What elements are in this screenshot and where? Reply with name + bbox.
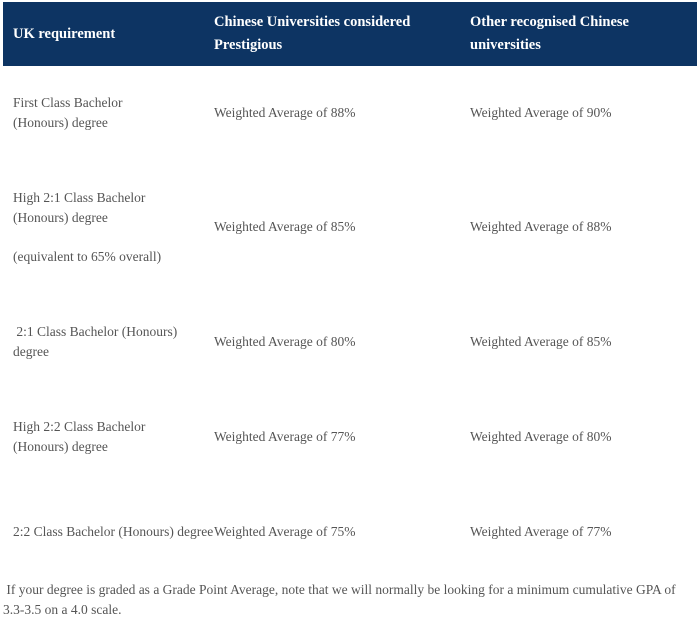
uk-cell: First Class Bachelor (Honours) degree — [3, 93, 214, 133]
table-row: High 2:1 Class Bachelor (Honours) degree… — [3, 160, 697, 294]
prestigious-cell: Weighted Average of 77% — [214, 429, 356, 444]
prestigious-cell: Weighted Average of 85% — [214, 219, 356, 234]
header-uk-requirement: UK requirement — [13, 25, 116, 42]
header-prestigious: Chinese Universities considered Prestigi… — [214, 14, 411, 53]
table-row: 2:2 Class Bachelor (Honours) degree Weig… — [3, 484, 697, 580]
table-row: First Class Bachelor (Honours) degree We… — [3, 66, 697, 160]
table-header: UK requirement Chinese Universities cons… — [3, 2, 697, 66]
uk-cell: 2:1 Class Bachelor (Honours) degree — [3, 322, 214, 362]
other-cell: Weighted Average of 90% — [470, 105, 612, 120]
other-cell: Weighted Average of 77% — [470, 524, 612, 539]
table-row: 2:1 Class Bachelor (Honours) degree Weig… — [3, 294, 697, 390]
gpa-note: If your degree is graded as a Grade Poin… — [3, 582, 679, 617]
requirements-table: UK requirement Chinese Universities cons… — [3, 2, 697, 580]
header-other: Other recognised Chinese universities — [470, 14, 629, 53]
prestigious-cell: Weighted Average of 80% — [214, 334, 356, 349]
uk-text: 2:1 Class Bachelor (Honours) degree — [13, 324, 181, 359]
uk-text: 2:2 Class Bachelor (Honours) degree — [13, 524, 214, 539]
uk-cell: High 2:1 Class Bachelor (Honours) degree… — [3, 188, 214, 267]
prestigious-cell: Weighted Average of 88% — [214, 105, 356, 120]
other-cell: Weighted Average of 80% — [470, 429, 612, 444]
prestigious-cell: Weighted Average of 75% — [214, 524, 356, 539]
other-cell: Weighted Average of 85% — [470, 334, 612, 349]
uk-subtext: (equivalent to 65% overall) — [13, 248, 162, 264]
table-row: High 2:2 Class Bachelor (Honours) degree… — [3, 390, 697, 484]
uk-cell: High 2:2 Class Bachelor (Honours) degree — [3, 417, 214, 457]
uk-text: First Class Bachelor (Honours) degree — [13, 95, 123, 130]
uk-text: High 2:2 Class Bachelor (Honours) degree — [13, 419, 146, 454]
uk-text: High 2:1 Class Bachelor (Honours) degree — [13, 189, 146, 225]
other-cell: Weighted Average of 88% — [470, 219, 612, 234]
uk-cell: 2:2 Class Bachelor (Honours) degree — [3, 522, 214, 542]
